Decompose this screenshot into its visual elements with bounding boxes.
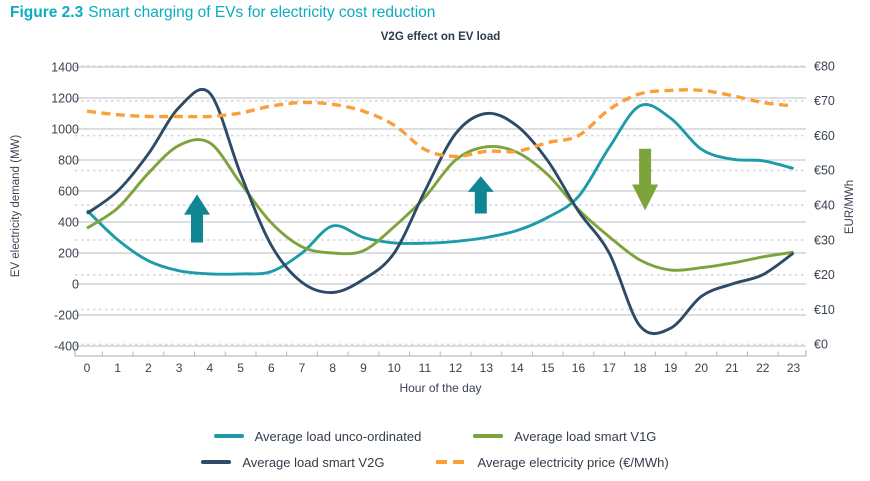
- annotation-arrow-up-2: [467, 176, 494, 214]
- svg-text:1200: 1200: [51, 91, 79, 105]
- svg-text:21: 21: [725, 361, 739, 375]
- series-average-load-smart-v2g: [86, 87, 795, 336]
- legend-swatch-average-load-smart-v1g: [473, 434, 504, 438]
- svg-text:19: 19: [664, 361, 678, 375]
- svg-text:2: 2: [145, 361, 152, 375]
- svg-text:€50: €50: [814, 164, 835, 178]
- figure-caption: Figure 2.3 Smart charging of EVs for elec…: [10, 4, 435, 22]
- svg-text:18: 18: [633, 361, 647, 375]
- series-average-load-unco-ordinated: [85, 103, 794, 276]
- svg-text:7: 7: [299, 361, 306, 375]
- annotation-arrow-up-1: [184, 194, 210, 243]
- series-average-load-smart-v1g: [86, 138, 794, 272]
- legend-item-average-load-smart-v1g: Average load smart V1G: [473, 429, 656, 444]
- annotation-arrow-down-3: [632, 148, 659, 211]
- chart-title: V2G effect on EV load: [380, 31, 501, 43]
- svg-text:-200: -200: [54, 308, 79, 322]
- svg-text:400: 400: [58, 215, 79, 229]
- legend-swatch-average-load-smart-v2g: [201, 460, 232, 464]
- svg-text:8: 8: [329, 361, 336, 375]
- svg-text:1400: 1400: [51, 60, 79, 74]
- svg-text:23: 23: [787, 361, 801, 375]
- svg-text:0: 0: [72, 277, 79, 291]
- left-axis-tick-labels: 1400 1200 1000 800 600 400 200 0 -200 -400: [51, 60, 79, 353]
- chart-legend: Average load unco-ordinated Average load …: [0, 423, 870, 475]
- svg-text:600: 600: [58, 184, 79, 198]
- legend-item-average-load-smart-v2g: Average load smart V2G: [201, 455, 384, 470]
- svg-text:€0: €0: [814, 338, 828, 352]
- svg-text:17: 17: [603, 361, 617, 375]
- svg-text:6: 6: [268, 361, 275, 375]
- legend-label: Average load smart V2G: [242, 454, 385, 470]
- series-average-electricity-price-mwh: [86, 88, 794, 159]
- svg-text:4: 4: [207, 361, 214, 375]
- svg-text:€70: €70: [814, 94, 835, 108]
- svg-text:€80: €80: [814, 59, 835, 73]
- legend-label: Average load smart V1G: [514, 428, 657, 444]
- x-axis-title: Hour of the day: [399, 381, 482, 395]
- svg-text:800: 800: [58, 153, 79, 167]
- legend-swatch-average-electricity-price-mwh: [436, 460, 467, 464]
- legend-label: Average electricity price (€/MWh): [477, 454, 669, 470]
- svg-text:14: 14: [510, 361, 524, 375]
- svg-text:16: 16: [572, 361, 586, 375]
- legend-item-average-load-unco-ordinated: Average load unco-ordinated: [213, 428, 422, 444]
- legend-row: Average load smart V2G Average electricit…: [0, 449, 870, 475]
- svg-text:3: 3: [176, 361, 183, 375]
- svg-text:€60: €60: [814, 129, 835, 143]
- legend-label: Average load unco-ordinated: [254, 428, 422, 444]
- legend-item-average-electricity-price-mwh: Average electricity price (€/MWh): [436, 454, 669, 470]
- svg-text:-400: -400: [54, 339, 79, 353]
- svg-text:€20: €20: [814, 268, 835, 282]
- grid-left-solid: [75, 66, 806, 347]
- svg-text:15: 15: [541, 361, 555, 375]
- svg-text:5: 5: [237, 361, 244, 375]
- x-axis: [74, 350, 807, 357]
- svg-text:9: 9: [360, 361, 367, 375]
- svg-text:13: 13: [480, 361, 494, 375]
- svg-text:1: 1: [114, 361, 121, 375]
- svg-text:1000: 1000: [51, 122, 79, 136]
- svg-text:0: 0: [84, 361, 91, 375]
- legend-swatch-average-load-unco-ordinated: [213, 434, 244, 438]
- figure-label: Figure 2.3: [10, 4, 84, 21]
- line-chart: 1400120010008006004002000-200-400€80€70€…: [51, 59, 835, 375]
- svg-text:€10: €10: [814, 303, 835, 317]
- figure-caption-text: Smart charging of EVs for electricity co…: [88, 4, 436, 21]
- svg-text:12: 12: [449, 361, 463, 375]
- legend-row: Average load unco-ordinated Average load …: [0, 423, 870, 449]
- right-axis-tick-labels: €80 €70 €60 €50 €40 €30 €20 €10 €0: [814, 59, 835, 351]
- svg-text:€30: €30: [814, 233, 835, 247]
- svg-text:€40: €40: [814, 199, 835, 213]
- svg-text:20: 20: [695, 361, 709, 375]
- svg-text:22: 22: [756, 361, 770, 375]
- svg-text:11: 11: [419, 361, 432, 375]
- svg-text:10: 10: [387, 361, 401, 375]
- x-axis-tick-labels: 0 1 2 3 4 5 6 7 8 9 10 11 12 13 14 15 16 17 18 19 20 21 22 23: [84, 361, 801, 375]
- svg-text:200: 200: [58, 246, 79, 260]
